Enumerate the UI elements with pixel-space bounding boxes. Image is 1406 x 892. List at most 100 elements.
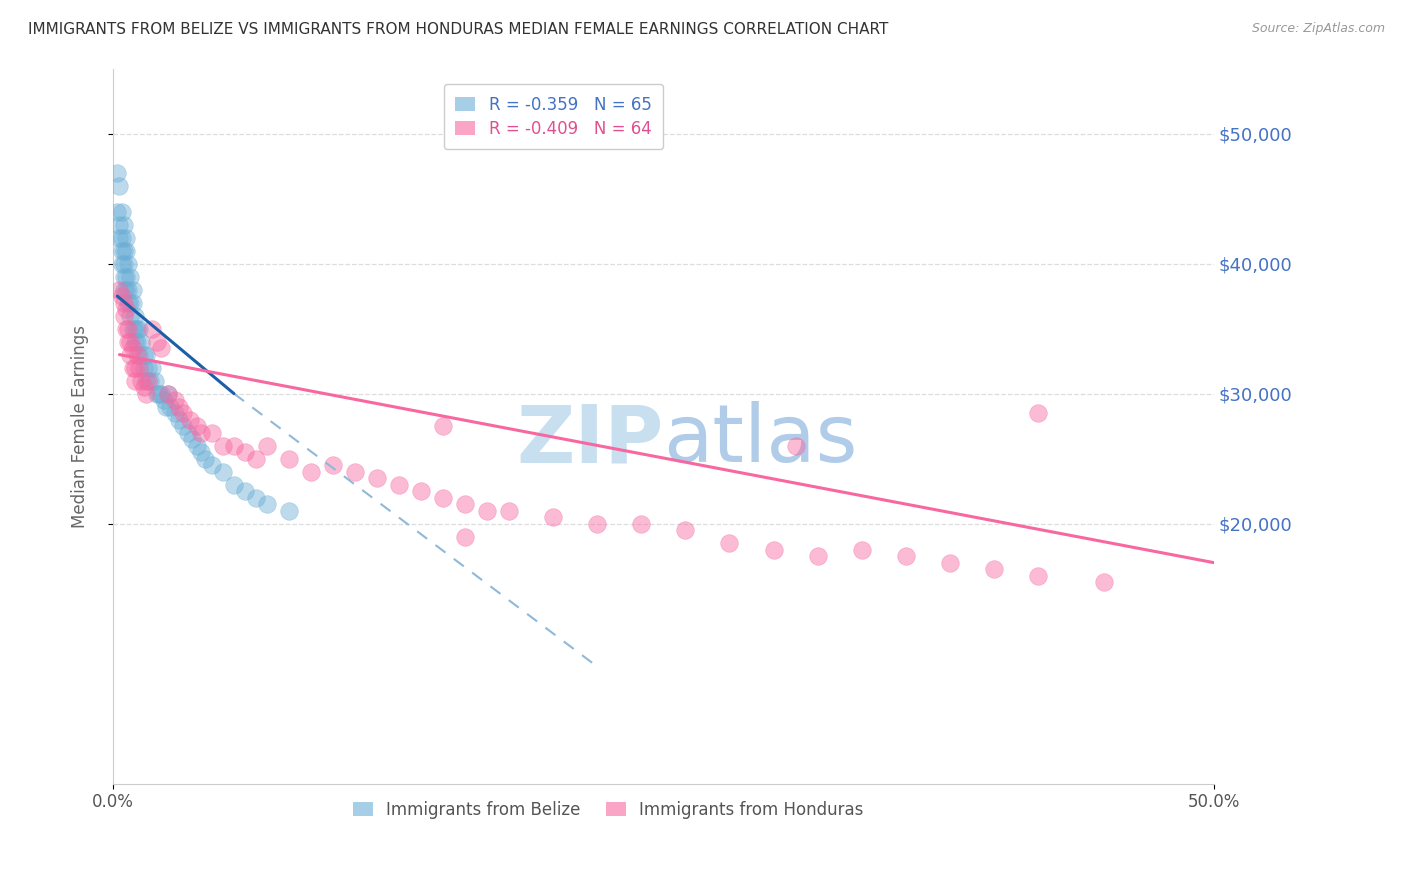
Point [150,341,173,355]
Point [121,360,143,375]
Point [477,503,499,517]
Point [105,204,128,219]
Point [124,309,146,323]
Point [152,393,174,408]
Point [718,536,741,550]
Point [156,386,179,401]
Point [212,439,235,453]
Point [186,439,208,453]
Point [111,256,134,270]
Point [212,465,235,479]
Point [112,295,135,310]
Point [124,374,146,388]
Point [125,334,148,349]
Text: IMMIGRANTS FROM BELIZE VS IMMIGRANTS FROM HONDURAS MEDIAN FEMALE EARNINGS CORREL: IMMIGRANTS FROM BELIZE VS IMMIGRANTS FRO… [28,22,889,37]
Point [124,334,146,349]
Point [141,360,163,375]
Point [121,295,143,310]
Point [222,439,245,453]
Point [121,321,143,335]
Point [432,419,454,434]
Point [256,497,278,511]
Point [190,445,212,459]
Point [388,477,411,491]
Point [135,374,157,388]
Point [111,244,134,258]
Point [278,503,301,517]
Point [132,348,155,362]
Point [108,230,131,244]
Point [156,386,179,401]
Point [112,244,135,258]
Point [128,348,150,362]
Point [366,471,388,485]
Point [108,178,131,193]
Text: Source: ZipAtlas.com: Source: ZipAtlas.com [1251,22,1385,36]
Point [1026,568,1049,582]
Point [344,465,367,479]
Point [498,503,520,517]
Point [411,484,433,499]
Point [245,491,267,505]
Point [115,302,138,317]
Text: ZIP: ZIP [516,401,664,479]
Point [115,230,138,244]
Point [172,419,194,434]
Point [163,406,186,420]
Point [124,360,146,375]
Point [148,386,170,401]
Point [124,321,146,335]
Point [128,360,150,375]
Point [139,374,162,388]
Point [125,321,148,335]
Point [117,295,139,310]
Point [108,218,131,232]
Point [136,360,159,375]
Point [543,510,565,524]
Point [201,425,224,440]
Point [181,432,204,446]
Point [120,334,142,349]
Point [111,289,134,303]
Point [141,321,163,335]
Point [172,406,194,420]
Point [120,309,142,323]
Point [117,283,139,297]
Point [150,386,173,401]
Point [117,321,139,335]
Point [132,360,155,375]
Legend: Immigrants from Belize, Immigrants from Honduras: Immigrants from Belize, Immigrants from … [346,794,870,825]
Point [111,230,134,244]
Y-axis label: Median Female Earnings: Median Female Earnings [72,325,89,528]
Point [233,445,256,459]
Point [256,439,278,453]
Point [146,334,169,349]
Point [131,334,153,349]
Point [115,269,138,284]
Point [222,477,245,491]
Point [120,295,142,310]
Point [131,374,153,388]
Point [105,165,128,179]
Point [454,530,477,544]
Point [128,321,150,335]
Point [125,348,148,362]
Point [121,341,143,355]
Point [167,400,190,414]
Point [851,542,873,557]
Point [136,374,159,388]
Point [586,516,609,531]
Point [894,549,917,564]
Point [179,412,201,426]
Point [190,425,212,440]
Point [186,419,208,434]
Point [135,348,157,362]
Point [233,484,256,499]
Point [132,380,155,394]
Point [245,451,267,466]
Point [120,269,142,284]
Point [785,439,807,453]
Point [194,451,217,466]
Point [115,321,138,335]
Point [762,542,785,557]
